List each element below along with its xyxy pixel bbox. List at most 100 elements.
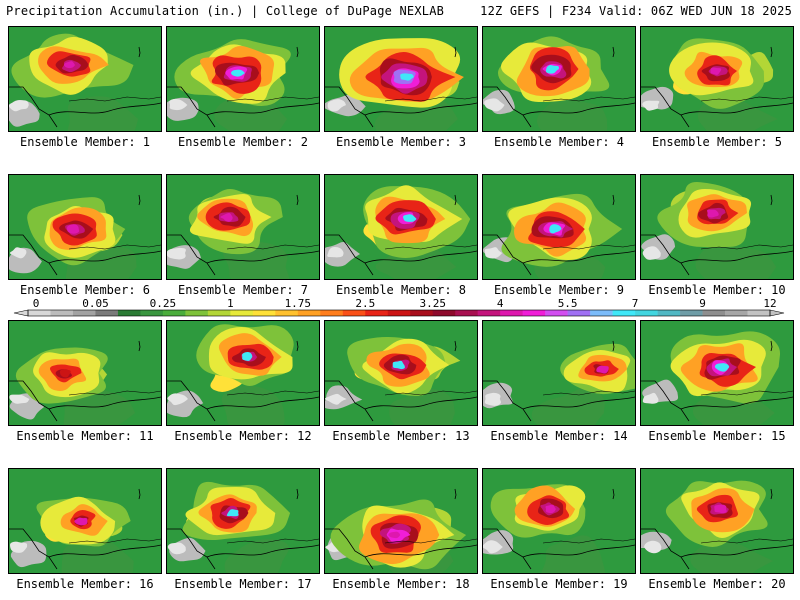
colorbar-swatch <box>612 310 636 316</box>
ensemble-member-label: Ensemble Member: 7 <box>177 283 309 297</box>
colorbar-swatch <box>590 310 613 316</box>
ensemble-member-label: Ensemble Member: 1 <box>19 135 151 149</box>
ensemble-member-map <box>482 174 636 280</box>
precipitation-map <box>325 469 477 573</box>
colorbar-swatch <box>747 310 771 316</box>
model-run-info: 12Z GEFS | F234 Valid: 06Z WED JUN 18 20… <box>480 4 792 18</box>
ensemble-member-label: Ensemble Member: 3 <box>335 135 467 149</box>
colorbar-swatch <box>207 310 231 316</box>
ensemble-member-map <box>166 468 320 574</box>
precipitation-map <box>641 175 793 279</box>
ensemble-member-label: Ensemble Member: 15 <box>648 429 786 443</box>
precipitation-map <box>483 27 635 131</box>
colorbar-swatch <box>522 310 546 316</box>
colorbar-swatch <box>545 310 568 316</box>
ensemble-member-map <box>640 320 794 426</box>
ensemble-member-label: Ensemble Member: 14 <box>490 429 628 443</box>
colorbar-swatch <box>28 310 51 316</box>
colorbar-tick-label: 7 <box>632 297 639 310</box>
colorbar-swatch <box>140 310 164 316</box>
ensemble-member-label: Ensemble Member: 4 <box>493 135 625 149</box>
precipitation-map <box>483 175 635 279</box>
colorbar-swatch <box>635 310 658 316</box>
precipitation-map <box>325 175 477 279</box>
colorbar-swatch <box>725 310 748 316</box>
colorbar-tick-label: 2.5 <box>355 297 375 310</box>
ensemble-member-map <box>640 174 794 280</box>
ensemble-member-label: Ensemble Member: 6 <box>19 283 151 297</box>
ensemble-member-label: Ensemble Member: 13 <box>332 429 470 443</box>
colorbar-swatch <box>162 310 186 316</box>
precipitation-map <box>325 321 477 425</box>
ensemble-member-map <box>166 320 320 426</box>
colorbar-tick-label: 4 <box>497 297 504 310</box>
precipitation-map <box>167 469 319 573</box>
colorbar-tick-label: 1 <box>227 297 234 310</box>
precipitation-map <box>641 321 793 425</box>
colorbar-swatch <box>410 310 434 316</box>
colorbar-swatch <box>275 310 299 316</box>
precipitation-map <box>9 27 161 131</box>
colorbar-swatch <box>230 310 254 316</box>
colorbar-max-arrow <box>769 309 785 317</box>
colorbar-tick-label: 9 <box>699 297 706 310</box>
ensemble-member-map <box>8 468 162 574</box>
colorbar-tick-label: 12 <box>763 297 776 310</box>
ensemble-member-label: Ensemble Member: 11 <box>16 429 154 443</box>
colorbar-tick-label: 0.25 <box>150 297 177 310</box>
colorbar-tick-label: 0.05 <box>82 297 109 310</box>
ensemble-member-map <box>8 320 162 426</box>
ensemble-member-map <box>482 468 636 574</box>
ensemble-member-map <box>324 468 478 574</box>
ensemble-member-label: Ensemble Member: 12 <box>174 429 312 443</box>
colorbar-tick-label: 0 <box>33 297 40 310</box>
colorbar-min-arrow <box>13 309 29 317</box>
precipitation-map <box>641 469 793 573</box>
ensemble-member-map <box>8 174 162 280</box>
colorbar-tick-label: 5.5 <box>558 297 578 310</box>
ensemble-member-label: Ensemble Member: 5 <box>651 135 783 149</box>
ensemble-member-label: Ensemble Member: 9 <box>493 283 625 297</box>
ensemble-member-map <box>482 26 636 132</box>
precipitation-map <box>9 175 161 279</box>
colorbar-swatch <box>702 310 726 316</box>
colorbar-swatch <box>680 310 703 316</box>
ensemble-member-map <box>324 174 478 280</box>
precipitation-map <box>167 27 319 131</box>
precipitation-map <box>9 469 161 573</box>
ensemble-member-map <box>166 26 320 132</box>
colorbar-swatch <box>50 310 74 316</box>
ensemble-member-label: Ensemble Member: 16 <box>16 577 154 591</box>
ensemble-member-label: Ensemble Member: 8 <box>335 283 467 297</box>
colorbar-swatch <box>185 310 209 316</box>
colorbar-swatch <box>252 310 276 316</box>
colorbar-swatch <box>500 310 523 316</box>
precipitation-map <box>641 27 793 131</box>
precipitation-map <box>167 175 319 279</box>
ensemble-member-label: Ensemble Member: 2 <box>177 135 309 149</box>
colorbar-swatch <box>365 310 389 316</box>
ensemble-member-label: Ensemble Member: 18 <box>332 577 470 591</box>
ensemble-member-map <box>640 468 794 574</box>
colorbar-swatch <box>117 310 141 316</box>
colorbar-swatch <box>342 310 366 316</box>
ensemble-member-map <box>324 26 478 132</box>
precipitation-map <box>9 321 161 425</box>
precipitation-map <box>483 469 635 573</box>
colorbar-swatch <box>320 310 344 316</box>
precipitation-map <box>167 321 319 425</box>
precipitation-colorbar: 0 0.05 0.25 1 1.75 2.5 3.25 4 5.5 7 9 12 <box>13 297 785 317</box>
ensemble-member-label: Ensemble Member: 19 <box>490 577 628 591</box>
precipitation-map <box>483 321 635 425</box>
ensemble-member-map <box>8 26 162 132</box>
colorbar-swatch <box>657 310 681 316</box>
colorbar-swatch <box>477 310 501 316</box>
ensemble-member-label: Ensemble Member: 10 <box>648 283 786 297</box>
ensemble-member-map <box>640 26 794 132</box>
ensemble-member-map <box>482 320 636 426</box>
ensemble-member-map <box>166 174 320 280</box>
colorbar-tick-label: 1.75 <box>285 297 312 310</box>
ensemble-member-map <box>324 320 478 426</box>
colorbar-swatch <box>455 310 478 316</box>
precipitation-map <box>325 27 477 131</box>
